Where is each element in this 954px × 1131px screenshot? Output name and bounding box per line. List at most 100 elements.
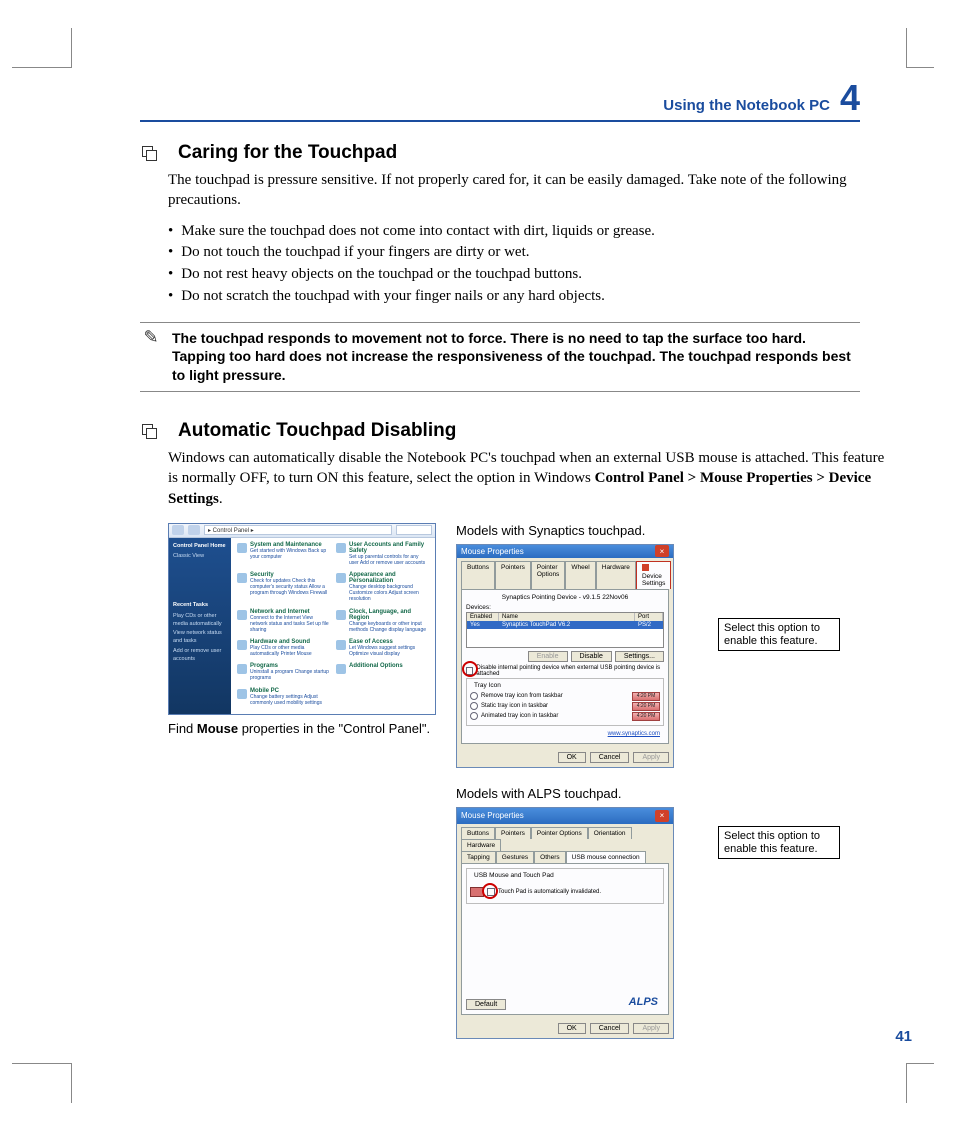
alps-dialog: Mouse Properties × Buttons Pointers Poin…	[456, 807, 674, 1039]
category-icon	[237, 610, 247, 620]
cp-category-item[interactable]: Mobile PCChange battery settings Adjust …	[237, 688, 330, 710]
category-icon	[237, 664, 247, 674]
radio-icon[interactable]	[470, 712, 478, 720]
tab-hardware[interactable]: Hardware	[596, 561, 636, 589]
s1-bullet-list: Make sure the touchpad does not come int…	[168, 221, 888, 308]
radio-icon[interactable]	[470, 692, 478, 700]
tab-device-settings[interactable]: Device Settings	[636, 561, 671, 589]
tab-hardware[interactable]: Hardware	[461, 839, 501, 851]
cp-category-item[interactable]: Network and InternetConnect to the Inter…	[237, 609, 330, 637]
alps-checkbox-row[interactable]: Touch Pad is automatically invalidated.	[470, 887, 660, 897]
cp-caption-pre: Find	[168, 721, 197, 736]
dialog-tabs: Buttons Pointers Pointer Options Orienta…	[457, 824, 673, 851]
cp-category-item[interactable]: ProgramsUninstall a program Change start…	[237, 663, 330, 685]
tab-pointers[interactable]: Pointers	[495, 827, 531, 839]
disable-button[interactable]: Disable	[571, 651, 612, 662]
tab-pointer-options[interactable]: Pointer Options	[531, 827, 588, 839]
tab-gestures[interactable]: Gestures	[496, 851, 534, 863]
category-icon	[237, 640, 247, 650]
cp-caption-bold: Mouse	[197, 721, 238, 736]
cp-category-item[interactable]: User Accounts and Family SafetySet up pa…	[336, 542, 429, 570]
apply-button[interactable]: Apply	[633, 1023, 669, 1034]
control-panel-window: ▸ Control Panel ▸ Control Panel Home Cla…	[168, 523, 436, 715]
tray-opt-label: Animated tray icon in taskbar	[481, 713, 629, 719]
tab-pointer-options[interactable]: Pointer Options	[531, 561, 565, 589]
tab-orientation[interactable]: Orientation	[588, 827, 632, 839]
s2-intro-post: .	[219, 491, 223, 507]
cp-category-item[interactable]: Ease of AccessLet Windows suggest settin…	[336, 639, 429, 661]
sidebar-recent-item[interactable]: View network status and tasks	[173, 629, 227, 646]
breadcrumb[interactable]: ▸ Control Panel ▸	[204, 525, 392, 535]
synaptics-dialog: Mouse Properties × Buttons Pointers Poin…	[456, 544, 674, 768]
th-enabled: Enabled	[467, 613, 499, 621]
tab-wheel[interactable]: Wheel	[565, 561, 595, 589]
ok-button[interactable]: OK	[558, 1023, 586, 1034]
syn-subtitle: Synaptics Pointing Device - v9.1.5 22Nov…	[466, 594, 664, 601]
header-section-label: Using the Notebook PC	[663, 97, 830, 114]
category-icon	[336, 573, 346, 583]
close-button[interactable]: ×	[655, 810, 669, 822]
category-desc: Set up parental controls for any user Ad…	[349, 554, 429, 566]
dialog-title: Mouse Properties	[461, 811, 524, 820]
enable-button[interactable]: Enable	[528, 651, 568, 662]
ok-button[interactable]: OK	[558, 752, 586, 763]
settings-button[interactable]: Settings...	[615, 651, 664, 662]
tray-opt-row[interactable]: Animated tray icon in taskbar4:20 PM	[470, 712, 660, 721]
apply-button[interactable]: Apply	[633, 752, 669, 763]
close-button[interactable]: ×	[655, 545, 669, 557]
sidebar-item[interactable]: Classic View	[173, 552, 227, 560]
syn-caption: Models with Synaptics touchpad.	[456, 523, 674, 538]
category-icon	[336, 610, 346, 620]
section-title-auto-disable: Automatic Touchpad Disabling	[178, 420, 456, 442]
th-port: Port	[635, 613, 663, 621]
cancel-button[interactable]: Cancel	[590, 1023, 630, 1034]
cp-category-item[interactable]: System and MaintenanceGet started with W…	[237, 542, 330, 570]
group-title: USB Mouse and Touch Pad	[472, 872, 556, 879]
cp-category-item[interactable]: SecurityCheck for updates Check this com…	[237, 572, 330, 606]
category-desc: Check for updates Check this computer's …	[250, 578, 330, 596]
cancel-button[interactable]: Cancel	[590, 752, 630, 763]
tab-usb-mouse[interactable]: USB mouse connection	[566, 851, 646, 863]
alps-caption: Models with ALPS touchpad.	[456, 786, 674, 801]
synaptics-link[interactable]: www.synaptics.com	[466, 729, 664, 739]
tab-pointers[interactable]: Pointers	[495, 561, 531, 589]
tab-buttons[interactable]: Buttons	[461, 827, 495, 839]
cp-category-item[interactable]: Hardware and SoundPlay CDs or other medi…	[237, 639, 330, 661]
default-button[interactable]: Default	[466, 999, 506, 1010]
sidebar-recent-item[interactable]: Add or remove user accounts	[173, 647, 227, 664]
forward-button[interactable]	[188, 525, 200, 535]
radio-icon[interactable]	[470, 702, 478, 710]
cell-port: PS/2	[635, 621, 663, 629]
sidebar-recent-title: Recent Tasks	[173, 601, 227, 609]
category-icon	[237, 573, 247, 583]
disable-checkbox-row[interactable]: Disable internal pointing device when ex…	[466, 665, 664, 677]
dialog-titlebar: Mouse Properties ×	[457, 545, 673, 558]
cp-category-item[interactable]: Additional Options	[336, 663, 429, 685]
tray-opt-row[interactable]: Remove tray icon from taskbar4:20 PM	[470, 692, 660, 701]
cp-main-grid: System and MaintenanceGet started with W…	[231, 538, 435, 714]
tab-buttons[interactable]: Buttons	[461, 561, 495, 589]
device-row[interactable]: Yes Synaptics TouchPad V6.2 PS/2	[467, 621, 663, 629]
cp-category-item[interactable]: Appearance and PersonalizationChange des…	[336, 572, 429, 606]
tray-preview-icon: 4:20 PM	[632, 702, 660, 711]
callout-syn: Select this option to enable this featur…	[718, 618, 840, 651]
dialog-tabs: Buttons Pointers Pointer Options Wheel H…	[457, 558, 673, 589]
category-title: Clock, Language, and Region	[349, 609, 429, 621]
tray-opt-row[interactable]: Static tray icon in taskbar4:20 PM	[470, 702, 660, 711]
tray-opt-label: Static tray icon in taskbar	[481, 703, 629, 709]
bullet-item: Do not touch the touchpad if your finger…	[168, 242, 888, 264]
devices-label: Devices:	[466, 604, 664, 611]
category-title: Appearance and Personalization	[349, 572, 429, 584]
bullet-item: Make sure the touchpad does not come int…	[168, 221, 888, 243]
dialog-tabs-row2: Tapping Gestures Others USB mouse connec…	[457, 851, 673, 863]
tab-tapping[interactable]: Tapping	[461, 851, 496, 863]
category-desc: Get started with Windows Back up your co…	[250, 548, 330, 560]
category-desc: Change keyboards or other input methods …	[349, 621, 429, 633]
crop-mark-tr	[906, 28, 934, 68]
crop-mark-bl	[12, 1063, 72, 1103]
cp-category-item[interactable]: Clock, Language, and RegionChange keyboa…	[336, 609, 429, 637]
sidebar-recent-item[interactable]: Play CDs or other media automatically	[173, 612, 227, 629]
search-input[interactable]	[396, 525, 432, 535]
tab-others[interactable]: Others	[534, 851, 566, 863]
back-button[interactable]	[172, 525, 184, 535]
